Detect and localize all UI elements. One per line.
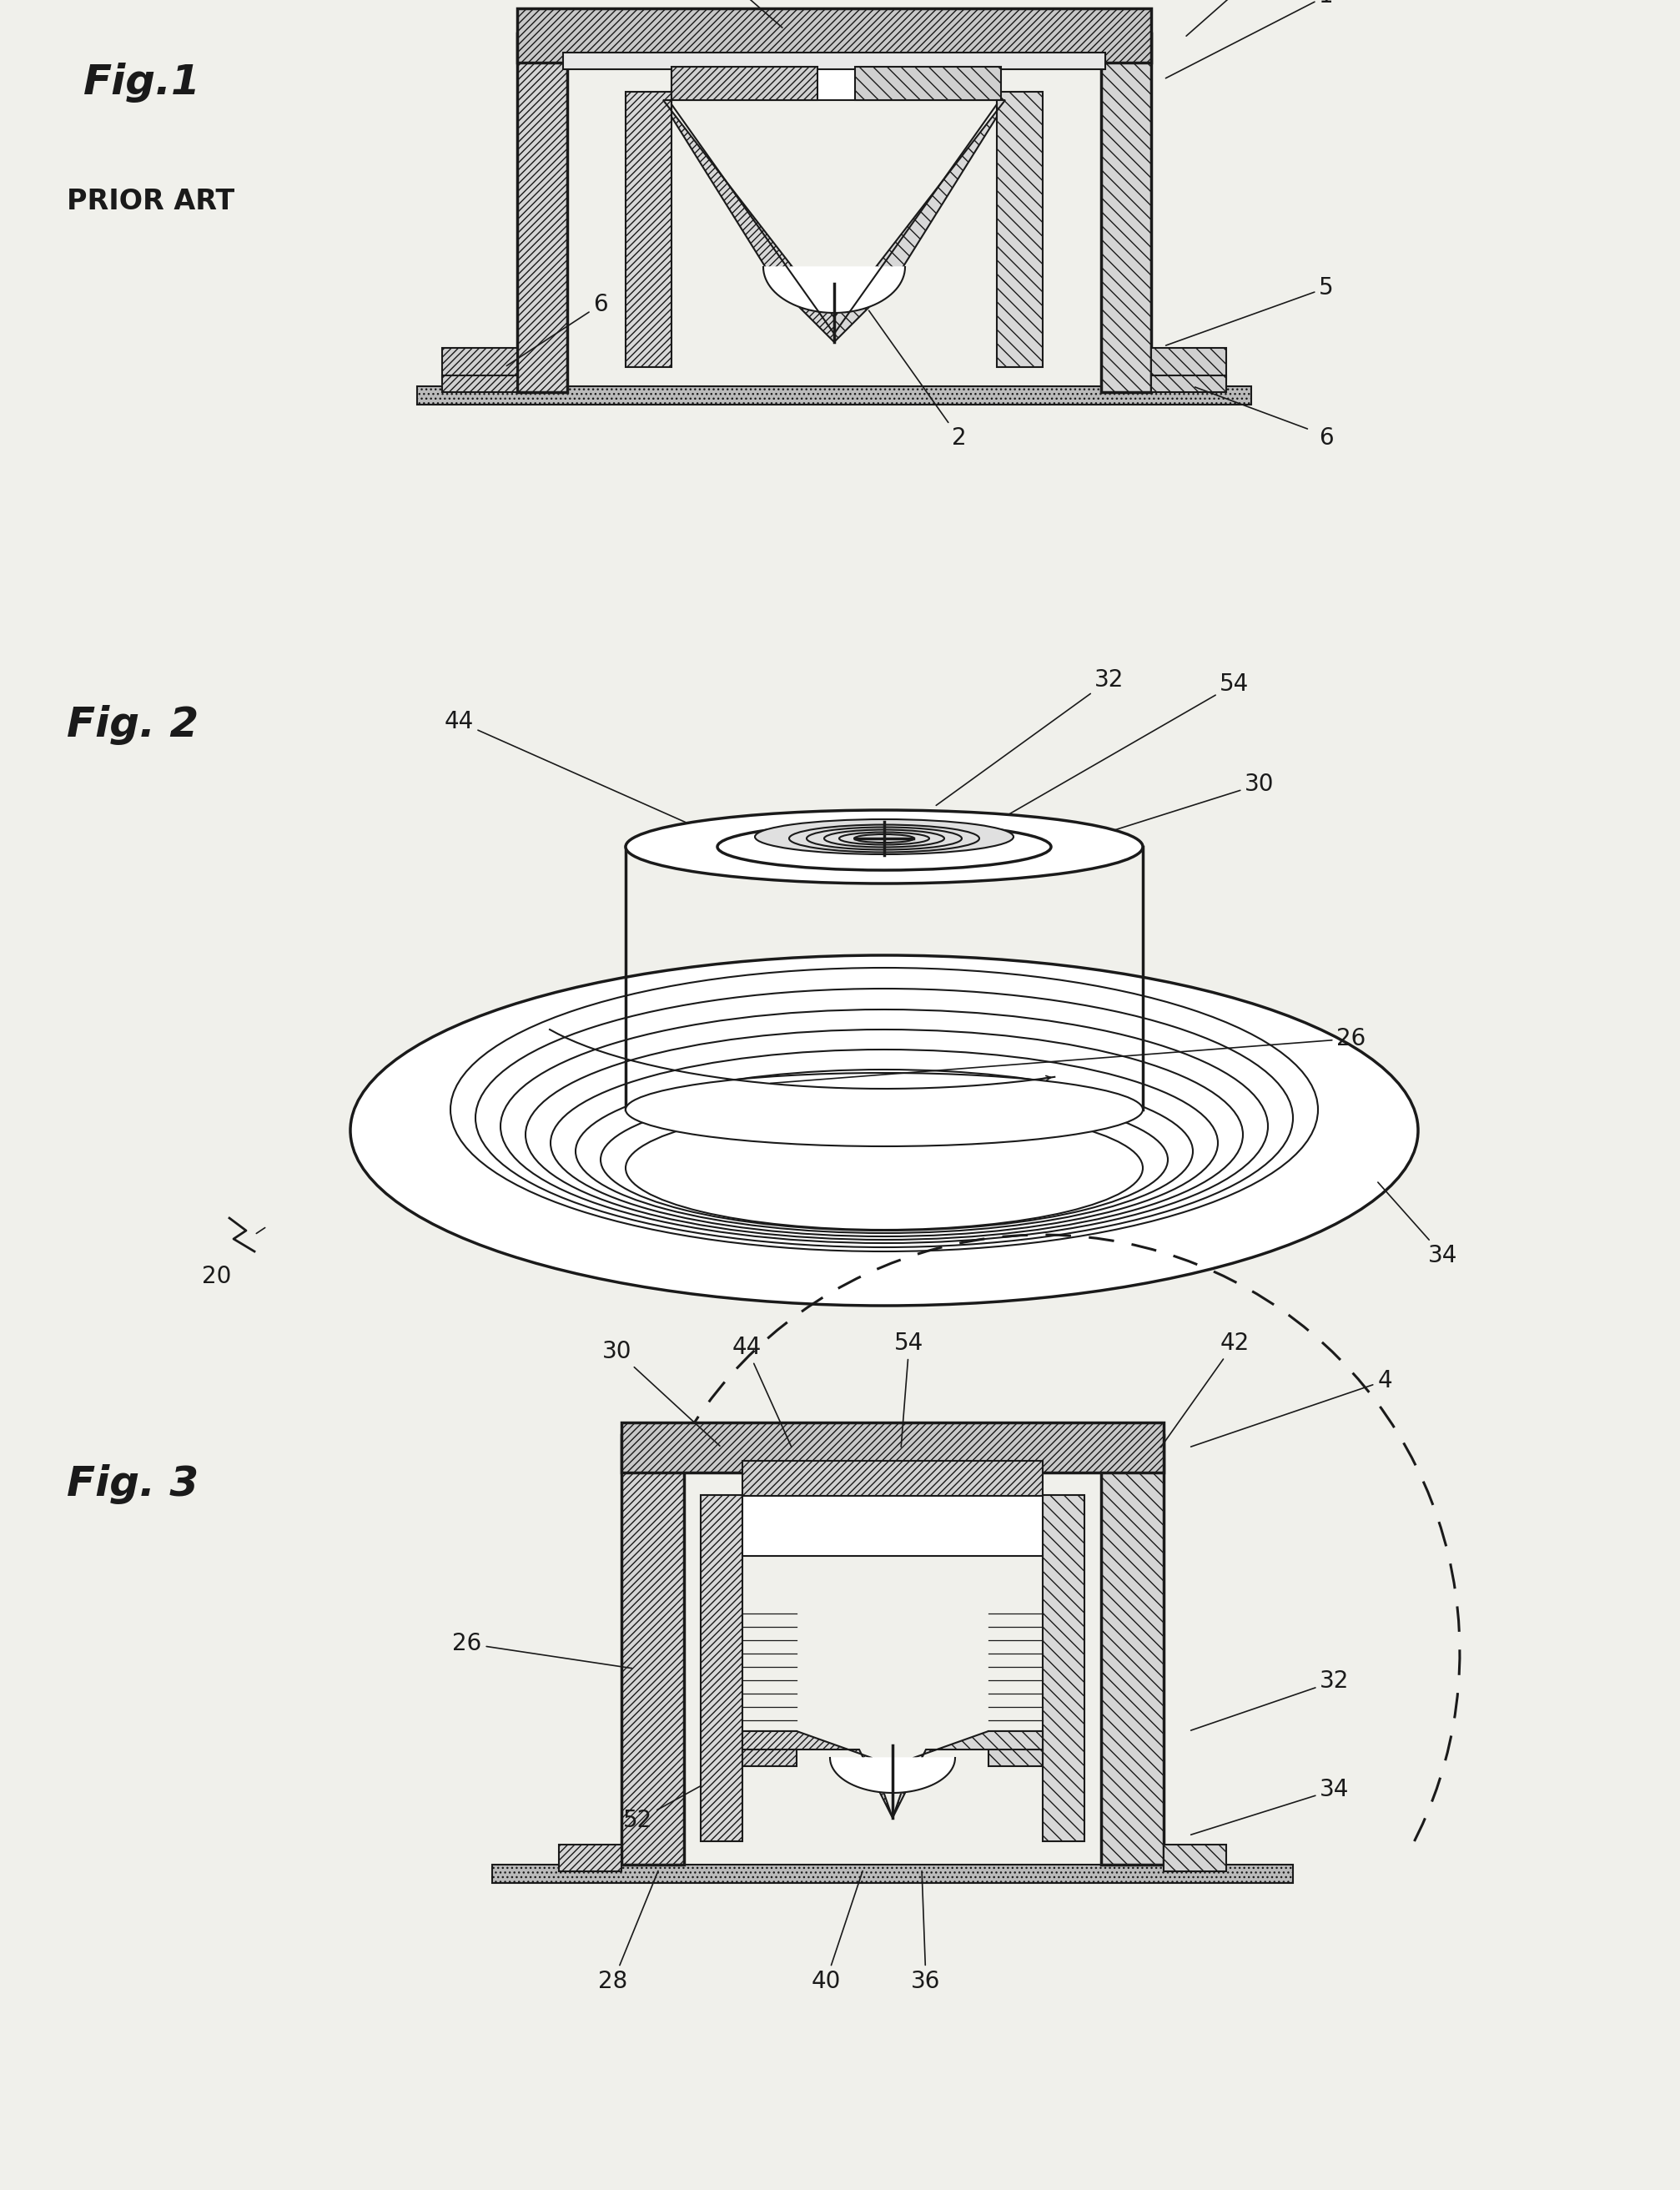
Bar xyxy=(442,374,517,392)
Text: 1: 1 xyxy=(1166,0,1332,79)
Bar xyxy=(1151,348,1226,379)
Text: 54: 54 xyxy=(986,672,1248,828)
Text: 28: 28 xyxy=(598,1870,659,1993)
Text: 54: 54 xyxy=(894,1332,924,1448)
Text: 52: 52 xyxy=(623,1754,756,1833)
Text: 40: 40 xyxy=(811,1870,862,1993)
Polygon shape xyxy=(830,1759,954,1794)
Bar xyxy=(517,33,566,392)
Text: 26: 26 xyxy=(452,1632,632,1669)
Text: 44: 44 xyxy=(731,1336,791,1448)
Bar xyxy=(701,1496,743,1842)
Text: Fig. 2: Fig. 2 xyxy=(67,705,198,745)
Text: 32: 32 xyxy=(1191,1669,1349,1730)
Bar xyxy=(559,1844,622,1870)
Bar xyxy=(622,1424,1163,1472)
Bar xyxy=(517,9,1151,64)
Text: 30: 30 xyxy=(1023,773,1273,858)
Bar xyxy=(563,53,1105,70)
Bar xyxy=(622,1434,684,1864)
Text: 2: 2 xyxy=(869,311,966,449)
Text: 3: 3 xyxy=(1186,0,1332,35)
Polygon shape xyxy=(892,1730,1042,1818)
Text: Fig. 3: Fig. 3 xyxy=(67,1465,198,1505)
Bar xyxy=(1100,33,1151,392)
Text: 20: 20 xyxy=(202,1266,232,1288)
Bar xyxy=(743,1730,796,1765)
Bar xyxy=(743,1461,1042,1496)
Bar xyxy=(743,1494,1042,1555)
Text: 34: 34 xyxy=(1378,1183,1457,1268)
Polygon shape xyxy=(833,101,1005,342)
Text: 6: 6 xyxy=(506,293,608,366)
Ellipse shape xyxy=(349,955,1418,1305)
Ellipse shape xyxy=(754,819,1013,854)
Text: 6: 6 xyxy=(1319,427,1332,449)
Bar xyxy=(442,348,517,379)
Bar xyxy=(988,1730,1042,1765)
Bar xyxy=(1100,1434,1163,1864)
Bar xyxy=(1151,374,1226,392)
Bar xyxy=(417,385,1250,405)
Bar xyxy=(492,1864,1292,1883)
Text: 26: 26 xyxy=(769,1027,1366,1084)
Bar xyxy=(672,66,996,101)
Bar xyxy=(625,92,672,368)
Text: 32: 32 xyxy=(936,668,1124,806)
Bar xyxy=(1042,1496,1084,1842)
Text: 44: 44 xyxy=(444,710,685,823)
Bar xyxy=(855,66,1001,101)
Bar xyxy=(996,92,1042,368)
Ellipse shape xyxy=(717,823,1050,869)
Text: 4: 4 xyxy=(643,0,781,28)
Ellipse shape xyxy=(625,810,1142,883)
Text: 5: 5 xyxy=(1166,276,1332,346)
Text: 34: 34 xyxy=(1191,1778,1349,1835)
Polygon shape xyxy=(743,1730,892,1818)
Text: 4: 4 xyxy=(1191,1369,1391,1448)
Bar xyxy=(1163,1844,1226,1870)
Polygon shape xyxy=(664,101,833,342)
Polygon shape xyxy=(763,267,904,313)
Ellipse shape xyxy=(625,1073,1142,1145)
Text: 42: 42 xyxy=(1161,1332,1248,1448)
Text: PRIOR ART: PRIOR ART xyxy=(67,188,235,215)
Text: 36: 36 xyxy=(911,1870,941,1993)
Text: Fig.1: Fig.1 xyxy=(84,64,200,103)
Bar xyxy=(672,66,816,101)
Text: 30: 30 xyxy=(601,1340,719,1445)
